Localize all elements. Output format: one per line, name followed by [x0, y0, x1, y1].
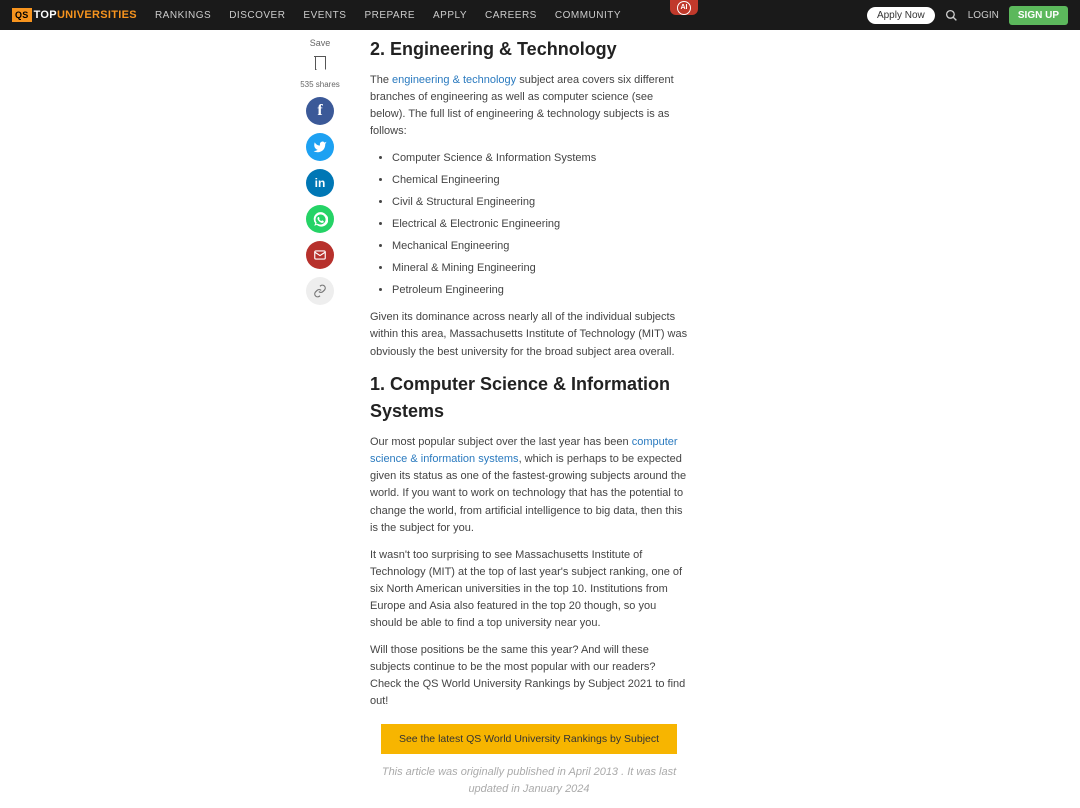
top-header: QS TOP UNIVERSITIES RANKINGS DISCOVER EV… [0, 0, 1080, 30]
p-mit-dominance: Given its dominance across nearly all of… [370, 309, 688, 360]
list-item: Mineral & Mining Engineering [392, 260, 688, 277]
article-footnote: This article was originally published in… [370, 764, 688, 798]
shares-count: 535 shares [300, 80, 340, 89]
nav-rankings[interactable]: RANKINGS [155, 10, 211, 21]
logo-text-top: TOP [34, 9, 57, 21]
nav-prepare[interactable]: PREPARE [364, 10, 415, 21]
share-twitter-icon[interactable] [306, 133, 334, 161]
share-linkedin-icon[interactable]: in [306, 169, 334, 197]
nav-apply[interactable]: APPLY [433, 10, 467, 21]
p-cs-popular: Our most popular subject over the last y… [370, 434, 688, 536]
share-column: Save 535 shares f in [298, 38, 342, 305]
nav-discover[interactable]: DISCOVER [229, 10, 285, 21]
link-eng-tech[interactable]: engineering & technology [392, 74, 516, 86]
p-intro-engtech: The engineering & technology subject are… [370, 72, 688, 140]
heading-cs-info: 1. Computer Science & Information System… [370, 371, 688, 427]
list-item: Mechanical Engineering [392, 238, 688, 255]
p-mit-top: It wasn't too surprising to see Massachu… [370, 547, 688, 632]
nav-community[interactable]: COMMUNITY [555, 10, 621, 21]
list-item: Petroleum Engineering [392, 282, 688, 299]
share-email-icon[interactable] [306, 241, 334, 269]
logo-text-uni: UNIVERSITIES [57, 9, 137, 21]
list-item: Computer Science & Information Systems [392, 150, 688, 167]
header-right: Apply Now LOGIN SIGN UP [867, 6, 1068, 25]
ai-badge[interactable]: AI [670, 0, 698, 15]
heading-eng-tech: 2. Engineering & Technology [370, 36, 688, 64]
ai-badge-icon: AI [677, 1, 691, 15]
nav-careers[interactable]: CAREERS [485, 10, 537, 21]
signup-button[interactable]: SIGN UP [1009, 6, 1068, 25]
save-label: Save [310, 38, 331, 48]
logo-badge: QS [12, 8, 32, 22]
list-item: Chemical Engineering [392, 172, 688, 189]
list-item: Electrical & Electronic Engineering [392, 216, 688, 233]
article-body: 2. Engineering & Technology The engineer… [370, 34, 700, 808]
share-facebook-icon[interactable]: f [306, 97, 334, 125]
apply-now-button[interactable]: Apply Now [867, 7, 935, 24]
subject-list: Computer Science & Information Systems C… [392, 150, 688, 299]
share-copylink-icon[interactable] [306, 277, 334, 305]
bookmark-icon[interactable] [315, 56, 326, 70]
left-gutter: Save 535 shares f in [0, 34, 370, 808]
p-closing: Will those positions be the same this ye… [370, 642, 688, 710]
list-item: Civil & Structural Engineering [392, 194, 688, 211]
site-logo[interactable]: QS TOP UNIVERSITIES [12, 6, 137, 24]
search-icon[interactable] [945, 9, 958, 22]
content-wrap: Save 535 shares f in 2. Engineering & Te… [0, 30, 1080, 808]
share-whatsapp-icon[interactable] [306, 205, 334, 233]
nav-events[interactable]: EVENTS [303, 10, 346, 21]
primary-nav: RANKINGS DISCOVER EVENTS PREPARE APPLY C… [155, 10, 621, 21]
login-link[interactable]: LOGIN [968, 10, 999, 21]
cta-rankings-button[interactable]: See the latest QS World University Ranki… [381, 724, 677, 754]
